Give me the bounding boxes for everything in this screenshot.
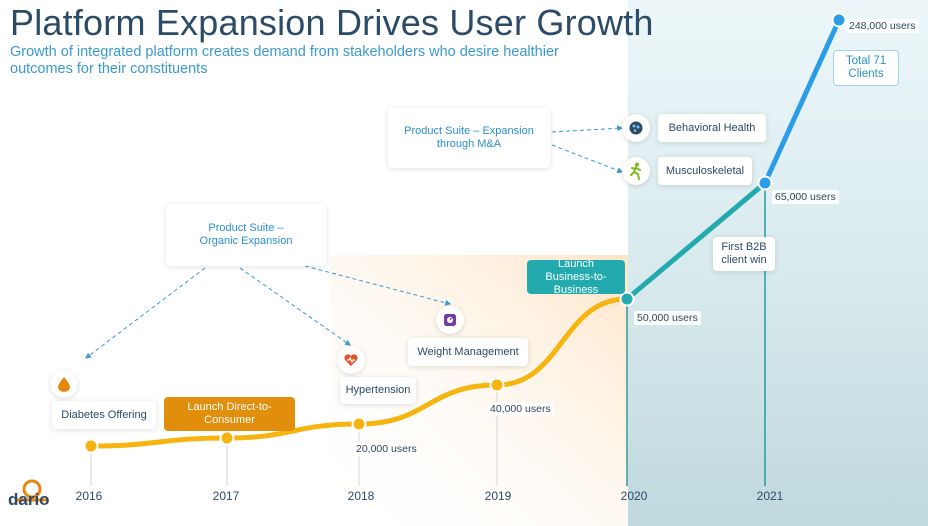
organic-expansion-label: Product Suite – Organic Expansion bbox=[199, 222, 293, 247]
arrow-organic-to-weight bbox=[304, 265, 452, 306]
point-label-2019: 40,000 users bbox=[487, 402, 554, 416]
hypertension-label: Hypertension bbox=[345, 384, 411, 396]
launch-dtc-label: Launch Direct-to-Consumer bbox=[187, 401, 272, 426]
musculoskeletal-label: Musculoskeletal bbox=[665, 164, 745, 177]
arrow-organic-to-hypertension bbox=[239, 267, 351, 346]
year-label-2019: 2019 bbox=[484, 489, 512, 503]
launch-dtc-card: Launch Direct-to-Consumer bbox=[164, 397, 295, 431]
msk-icon-badge bbox=[622, 157, 650, 185]
hypertension-icon-badge bbox=[337, 346, 365, 374]
annotation-arrows bbox=[85, 125, 624, 359]
arrow-mna-to-behavioral bbox=[551, 125, 624, 133]
point-label-end: 248,000 users bbox=[846, 19, 919, 33]
data-point-2020 bbox=[619, 291, 635, 307]
mna-expansion-label: Product Suite – Expansion through M&A bbox=[404, 125, 534, 150]
point-label-2018: 20,000 users bbox=[353, 442, 420, 456]
total-clients-label: Total 71 Clients bbox=[845, 55, 887, 80]
dario-logo-text: dario bbox=[8, 490, 50, 509]
musculoskeletal-card: Musculoskeletal bbox=[658, 157, 752, 185]
data-point-2018 bbox=[351, 416, 367, 432]
year-label-2017: 2017 bbox=[212, 489, 240, 503]
year-label-2020: 2020 bbox=[620, 489, 648, 503]
weight-management-label: Weight Management bbox=[417, 345, 519, 358]
behavioral-health-label: Behavioral Health bbox=[668, 121, 756, 134]
background-shading bbox=[330, 0, 928, 526]
weight-icon-badge bbox=[436, 306, 464, 334]
diabetes-offering-label: Diabetes Offering bbox=[61, 408, 147, 421]
total-clients-card: Total 71 Clients bbox=[833, 50, 899, 86]
first-b2b-card: First B2B client win bbox=[713, 237, 775, 271]
line-segment-orange bbox=[88, 296, 630, 449]
arrow-organic-to-diabetes bbox=[85, 267, 206, 359]
first-b2b-label: First B2B client win bbox=[721, 241, 767, 266]
page-title: Platform Expansion Drives User Growth bbox=[10, 2, 654, 43]
data-point-2019 bbox=[489, 377, 505, 393]
data-point-2021 bbox=[757, 175, 773, 191]
behavioral-health-card: Behavioral Health bbox=[658, 114, 766, 142]
year-label-2016: 2016 bbox=[75, 489, 103, 503]
mna-expansion-card: Product Suite – Expansion through M&A bbox=[388, 108, 550, 168]
dario-logo bbox=[16, 479, 48, 502]
teal-region bbox=[628, 0, 928, 526]
organic-expansion-card: Product Suite – Organic Expansion bbox=[166, 204, 326, 266]
launch-b2b-label: Launch Business-to-Business bbox=[545, 257, 607, 296]
drop-icon bbox=[58, 377, 70, 392]
heart-pulse-icon bbox=[344, 354, 358, 366]
diabetes-offering-card: Diabetes Offering bbox=[52, 401, 156, 429]
scale-icon bbox=[444, 314, 456, 326]
behavioral-icon-badge bbox=[622, 114, 650, 142]
line-segment-blue bbox=[762, 17, 842, 186]
growth-points bbox=[83, 12, 847, 454]
weight-management-card: Weight Management bbox=[408, 338, 528, 366]
brain-icon bbox=[629, 121, 643, 135]
point-label-2021: 65,000 users bbox=[772, 190, 839, 204]
data-point-late-2021 bbox=[831, 12, 847, 28]
launch-b2b-card: Launch Business-to-Business bbox=[527, 257, 625, 296]
data-point-2017 bbox=[219, 430, 235, 446]
point-label-2020: 50,000 users bbox=[634, 311, 701, 325]
data-point-2016 bbox=[83, 438, 99, 454]
year-label-2018: 2018 bbox=[347, 489, 375, 503]
diabetes-icon-badge bbox=[50, 370, 78, 398]
running-person-icon bbox=[630, 162, 641, 180]
hypertension-card: Hypertension bbox=[340, 377, 416, 404]
year-label-2021: 2021 bbox=[756, 489, 784, 503]
page-subtitle: Growth of integrated platform creates de… bbox=[10, 44, 559, 77]
arrow-mna-to-msk bbox=[551, 144, 624, 174]
line-segment-teal bbox=[624, 180, 768, 302]
growth-line bbox=[88, 17, 842, 449]
